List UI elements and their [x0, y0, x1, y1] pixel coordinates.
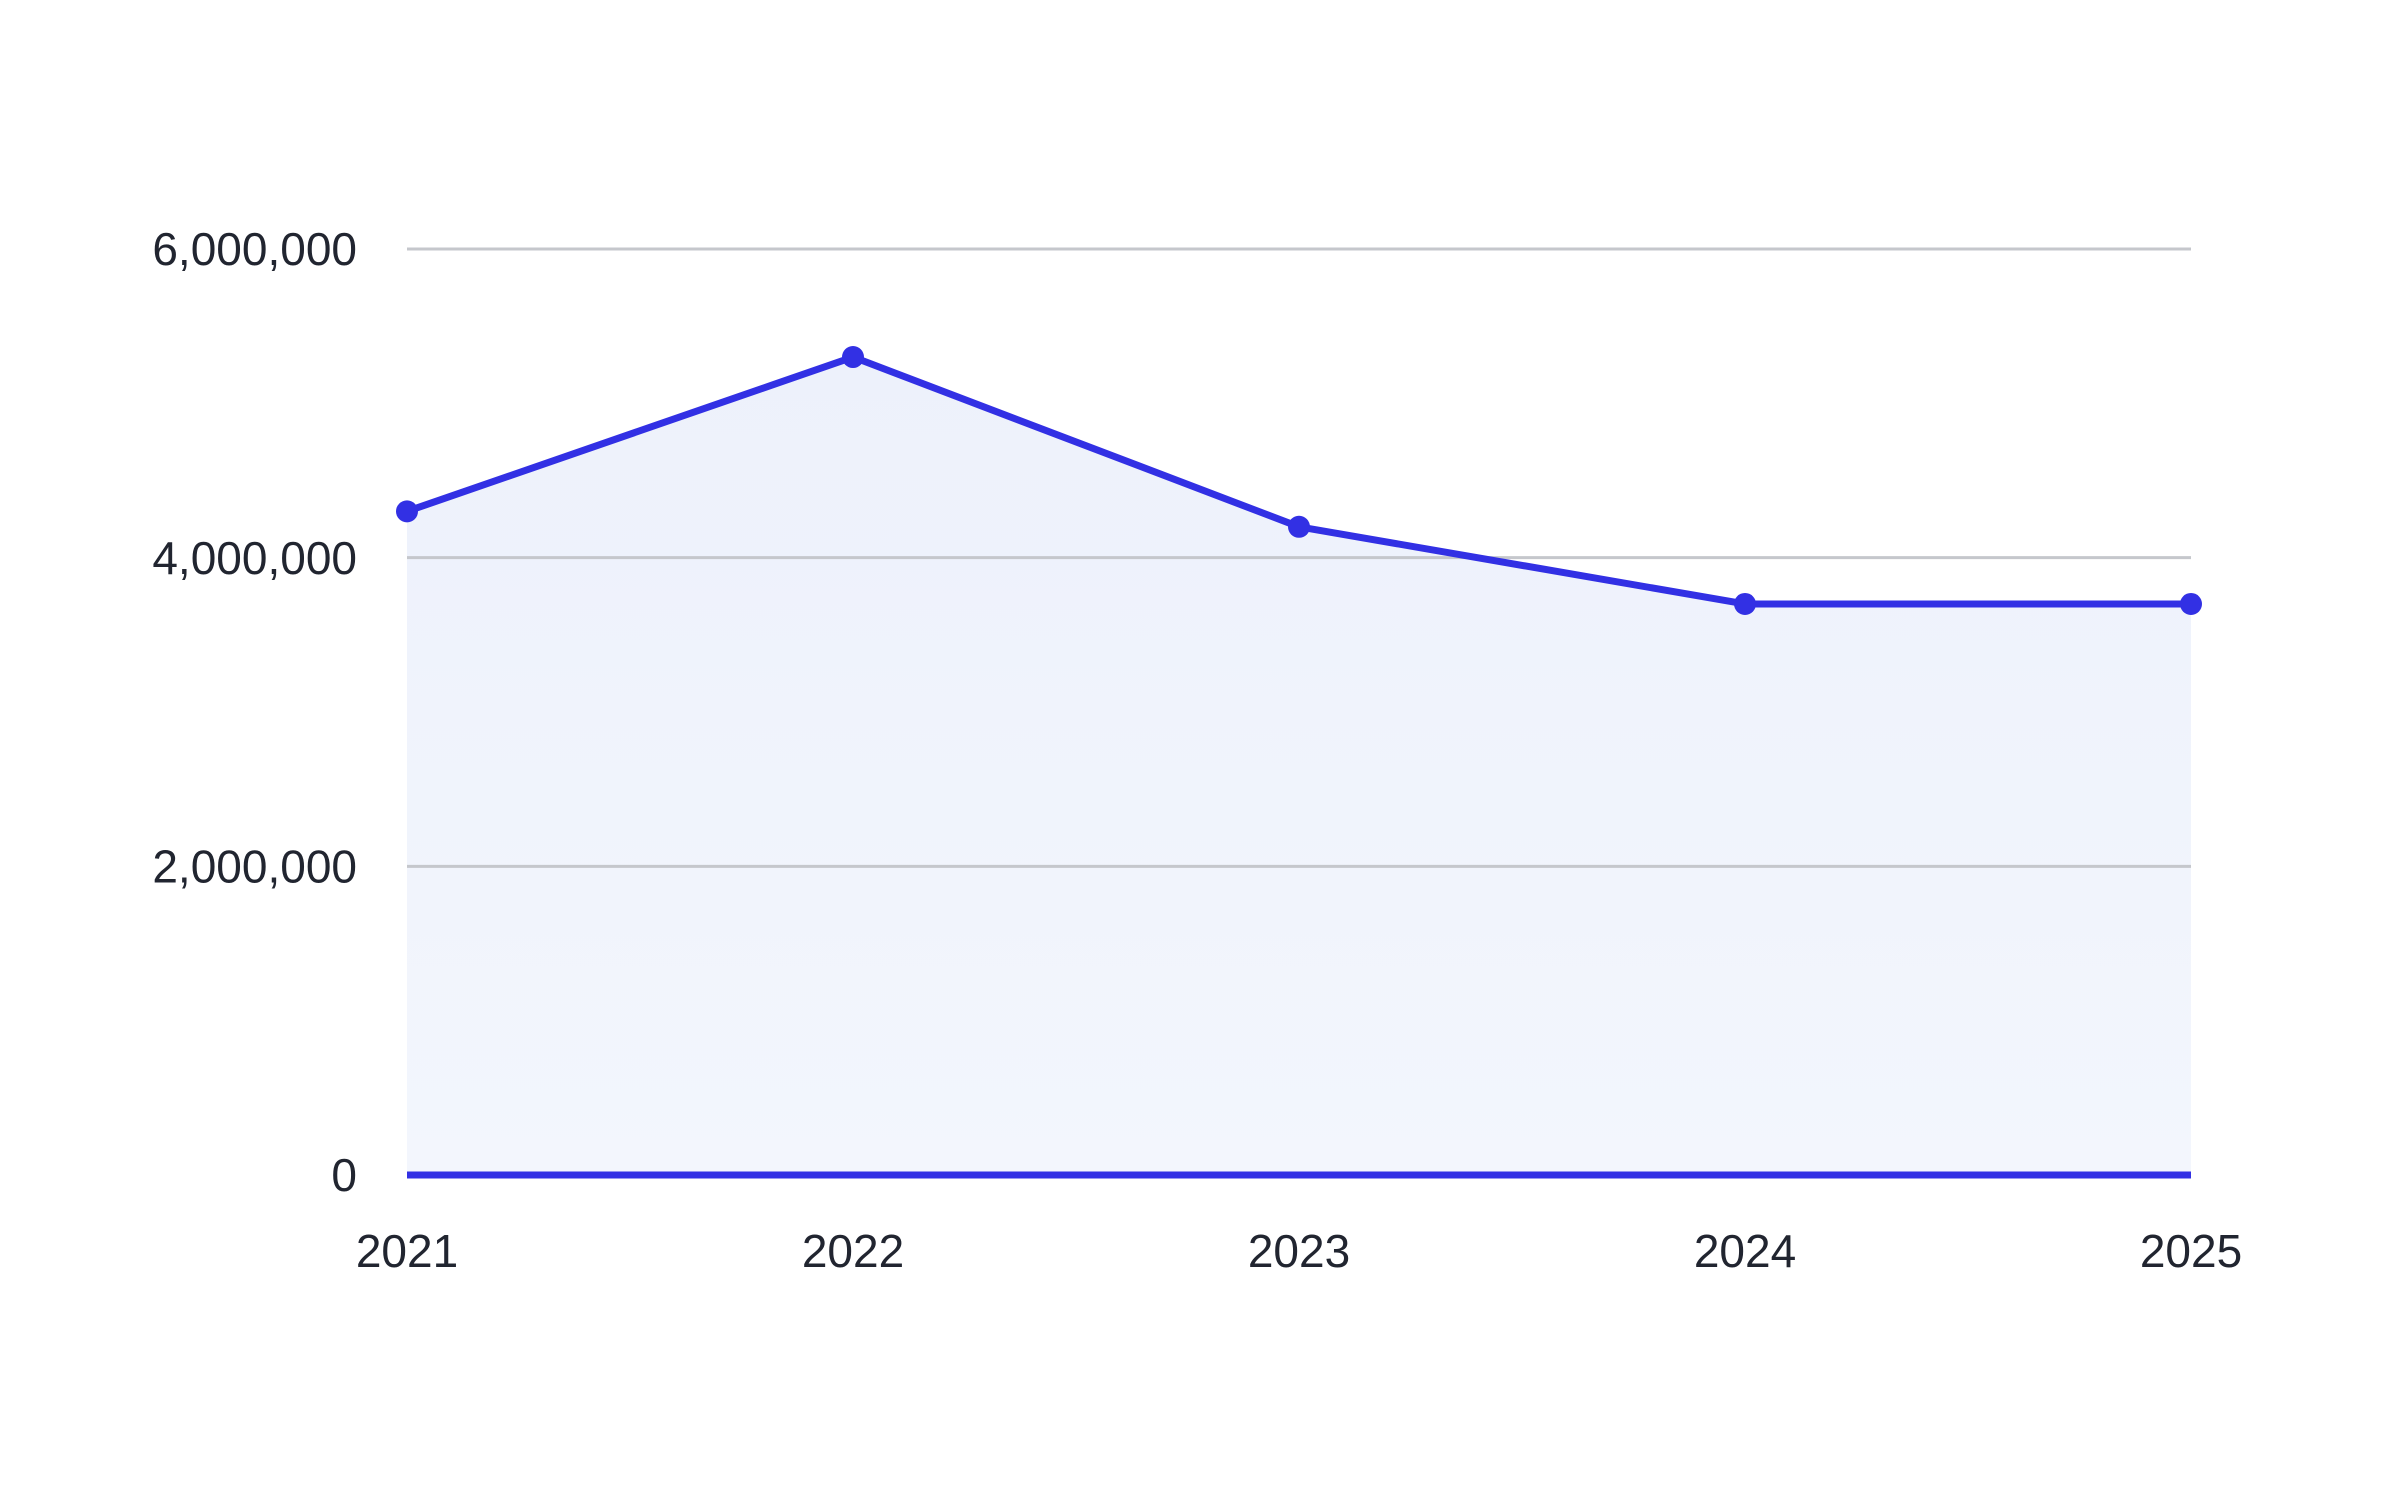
y-axis-labels: 0 2,000,000 4,000,000 6,000,000 [152, 223, 357, 1201]
x-tick-label-2021: 2021 [356, 1225, 458, 1277]
y-tick-label-2: 4,000,000 [152, 532, 357, 584]
y-tick-label-3: 6,000,000 [152, 223, 357, 275]
x-tick-label-2024: 2024 [1694, 1225, 1796, 1277]
data-points-group [396, 346, 2202, 615]
x-tick-label-2023: 2023 [1248, 1225, 1350, 1277]
x-axis-labels: 2021 2022 2023 2024 2025 [356, 1225, 2242, 1277]
x-tick-label-2022: 2022 [802, 1225, 904, 1277]
series-area-group [407, 357, 2191, 1175]
y-tick-label-1: 2,000,000 [152, 840, 357, 892]
series-area [407, 357, 2191, 1175]
data-point-2025[interactable] [2180, 592, 2202, 615]
data-point-2021[interactable] [396, 500, 418, 523]
data-point-2023[interactable] [1288, 515, 1310, 538]
y-tick-label-0: 0 [331, 1149, 357, 1201]
x-tick-label-2025: 2025 [2140, 1225, 2242, 1277]
gridlines-overlay-group [407, 247, 2191, 1179]
data-point-2024[interactable] [1734, 592, 1756, 615]
data-point-2022[interactable] [842, 346, 864, 369]
